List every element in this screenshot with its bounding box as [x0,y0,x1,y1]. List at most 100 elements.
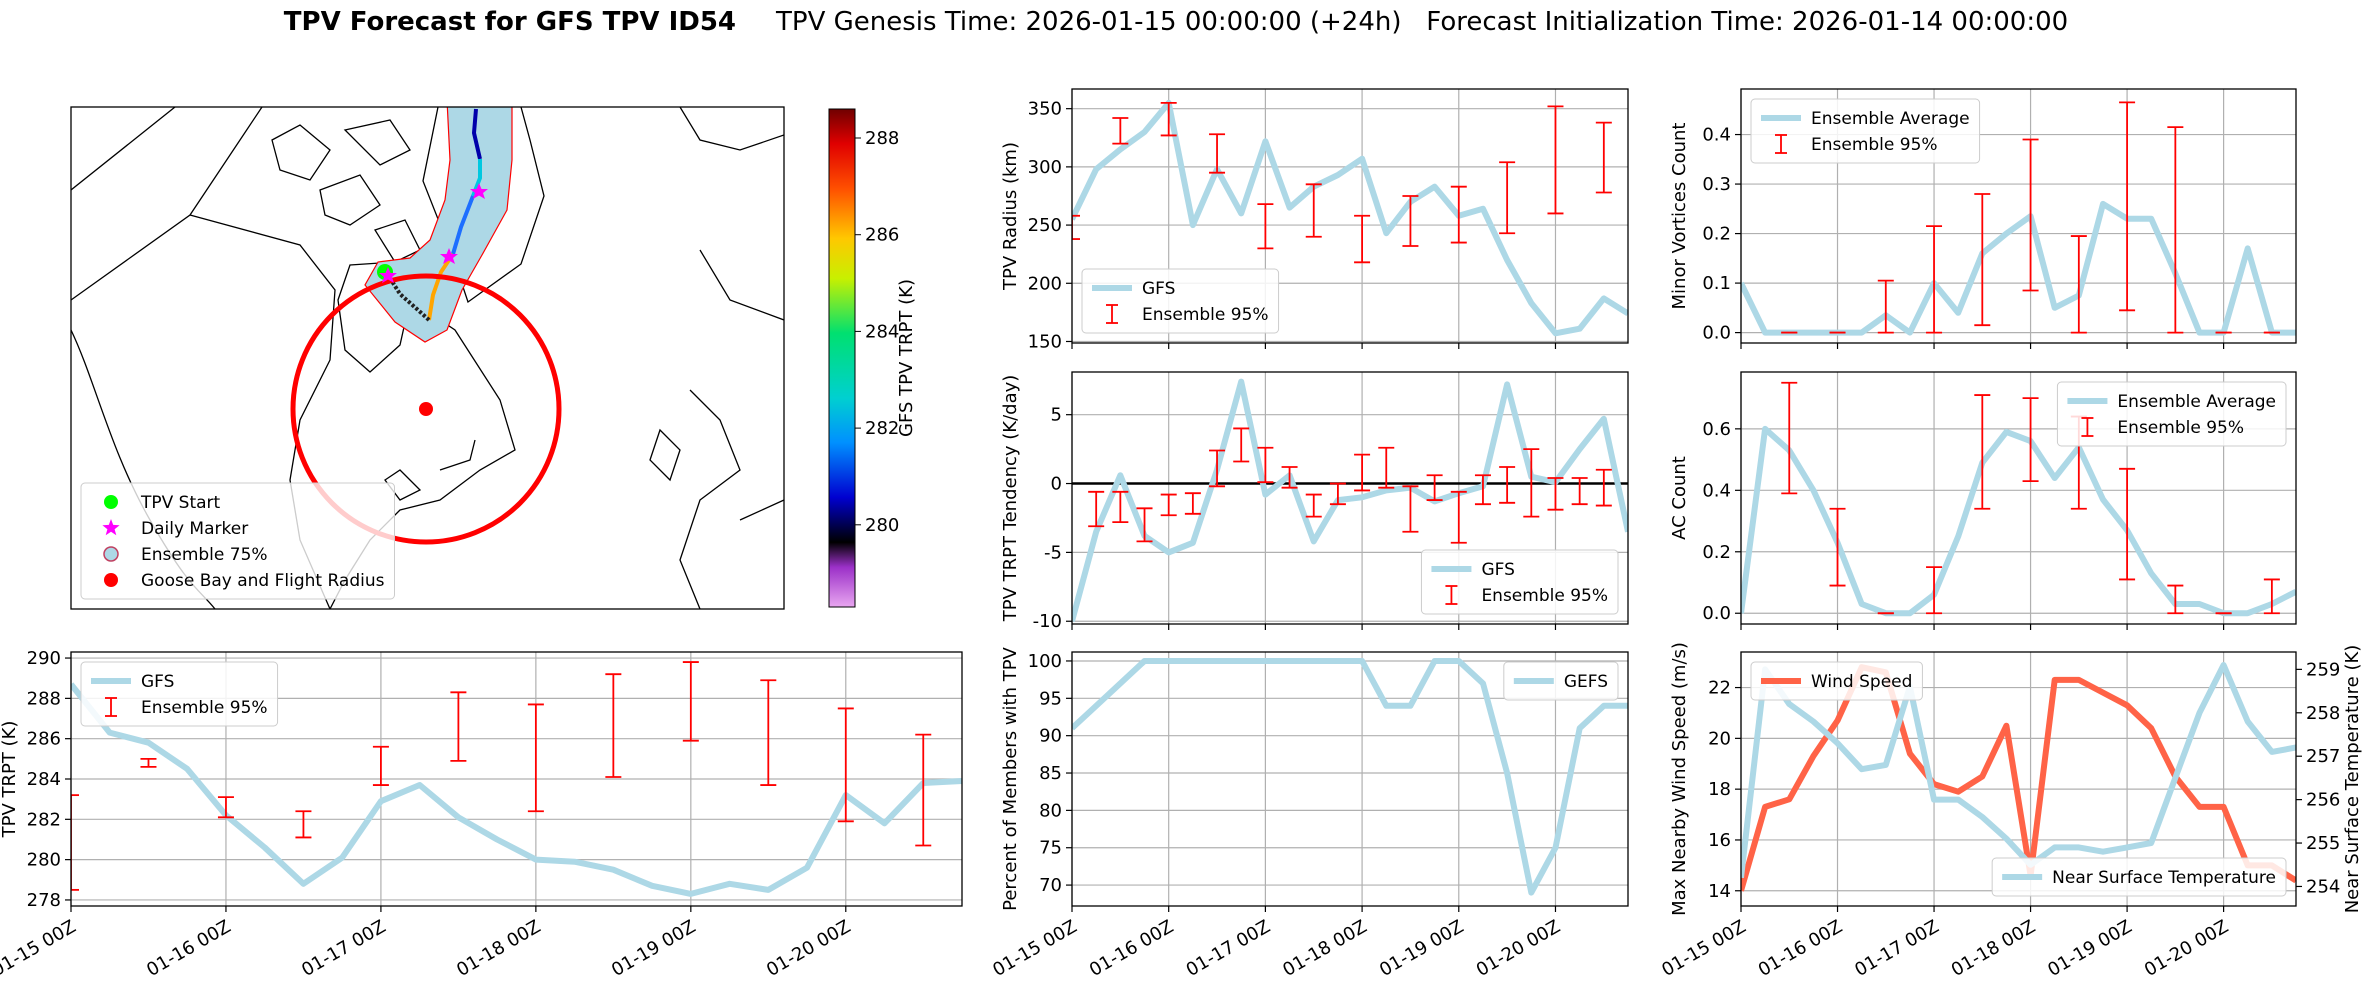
y-tick-label: 90 [1039,726,1062,747]
x-tick-label: 01-20 00Z [1473,916,1564,981]
daily-marker [440,248,458,264]
legend-label: Near Surface Temperature [2052,868,2276,888]
x-tick-label: 01-18 00Z [1279,916,1370,981]
legend-box [1503,661,1619,701]
colorbar-tick-label: 282 [865,418,899,439]
y2-tick-label: 254 [2306,876,2340,897]
colorbar-label: GFS TPV TRPT (K) [896,279,917,437]
track [451,195,475,255]
legend-label: GEFS [1564,672,1608,692]
legend-label: Wind Speed [1811,672,1912,692]
series-line [1072,378,1628,622]
y-tick-label: 0 [1051,474,1062,495]
plot-frame [1071,651,1629,907]
series-line [1741,662,2296,879]
y-tick-label: 280 [27,850,61,871]
y-tick-label: 284 [27,769,61,790]
y-tick-label: 85 [1039,763,1062,784]
y-axis-label: Percent of Members with TPV [1000,646,1021,910]
x-tick-label: 01-20 00Z [763,916,854,981]
y-tick-label: 16 [1708,830,1731,851]
legend: Near Surface Temperature [1991,857,2287,897]
map-frame [70,106,785,610]
y-tick-label: 5 [1051,405,1062,426]
plot-area [1072,99,1628,337]
x-tick-label: 01-18 00Z [453,916,544,981]
title: TPV Forecast for GFS TPV ID54 [284,7,736,37]
x-tick-label: 01-16 00Z [143,916,234,981]
x-tick-label: 01-15 00Z [0,916,80,981]
series-line [1741,425,2296,617]
figure-title: TPV Forecast for GFS TPV ID54 TPV Genesis… [284,7,2068,37]
x-tick-label: 01-17 00Z [1851,916,1942,981]
colorbar-tick-label: 286 [865,225,899,246]
y-tick-label: 80 [1039,800,1062,821]
y2-tick-label: 258 [2306,703,2340,724]
legend: GEFS [1503,661,1619,701]
y-tick-label: 250 [1028,215,1062,236]
daily-marker [470,183,488,199]
ensemble-75-region [364,107,513,343]
plot-frame [1740,651,2297,907]
y-tick-label: 70 [1039,875,1062,896]
y-tick-label: 75 [1039,838,1062,859]
legend-label: GFS [1142,279,1175,299]
series-line [1072,658,1628,896]
flight-radius [290,273,562,545]
y-tick-label: 0.2 [1702,224,1731,245]
y-axis-label: TPV TRPT Tendency (K/day) [1000,375,1021,623]
y-tick-label: 350 [1028,99,1062,120]
y-tick-label: 0.6 [1702,419,1731,440]
legend: Ensemble Average Ensemble 95% [1750,98,1981,164]
legend-marker [103,546,119,562]
coastline [422,107,545,304]
plot-frame [1071,371,1629,625]
x-tick-label: 01-15 00Z [1658,916,1749,981]
y-axis-label: Max Nearby Wind Speed (m/s) [1669,642,1690,916]
legend-marker [104,573,118,587]
y-tick-label: 20 [1708,728,1731,749]
x-tick-label: 01-19 00Z [2044,916,2135,981]
legend-label: GFS [141,672,174,692]
x-tick-label: 01-17 00Z [1183,916,1274,981]
plot-area [1072,378,1628,622]
x-tick-label: 01-19 00Z [608,916,699,981]
y-tick-label: 278 [27,890,61,911]
x-tick-label: 01-16 00Z [1755,916,1846,981]
y-tick-label: 150 [1028,331,1062,352]
y-tick-label: 0.3 [1702,174,1731,195]
legend-marker [104,495,118,509]
legend-label: GFS [1481,560,1514,580]
plot-area [1072,658,1628,896]
legend: GFS Ensemble 95% [1081,268,1280,334]
y-tick-label: 282 [27,809,61,830]
legend-box [2056,381,2287,447]
track [427,252,455,321]
y-axis-label: Minor Vortices Count [1669,123,1690,310]
legend-label: Goose Bay and Flight Radius [141,571,385,591]
plot-frame [1071,88,1629,344]
plot-area [1741,101,2296,336]
subtitle: TPV Genesis Time: 2026-01-15 00:00:00 (+… [775,7,2068,37]
track [471,108,482,160]
y2-tick-label: 257 [2306,746,2340,767]
colorbar-tick-label: 284 [865,321,899,342]
legend-label: Ensemble 95% [1811,135,1938,155]
legend-box [1750,98,1981,164]
x-tick-label: 01-18 00Z [1948,916,2039,981]
y-tick-label: 0.4 [1702,480,1731,501]
track [386,273,431,322]
x-tick-label: 01-15 00Z [989,916,1080,981]
legend-box [1991,857,2287,897]
goose-bay [419,402,433,416]
y-tick-label: 14 [1708,881,1731,902]
legend-label: Ensemble Average [1811,109,1970,129]
y-tick-label: 0.0 [1702,323,1731,344]
legend-label: Ensemble 95% [141,698,268,718]
plot-frame [1740,371,2297,625]
y2-axis-label: Near Surface Temperature (K) [2342,645,2363,914]
y-tick-label: 22 [1708,678,1731,699]
y-tick-label: 286 [27,729,61,750]
y-tick-label: 0.4 [1702,125,1731,146]
